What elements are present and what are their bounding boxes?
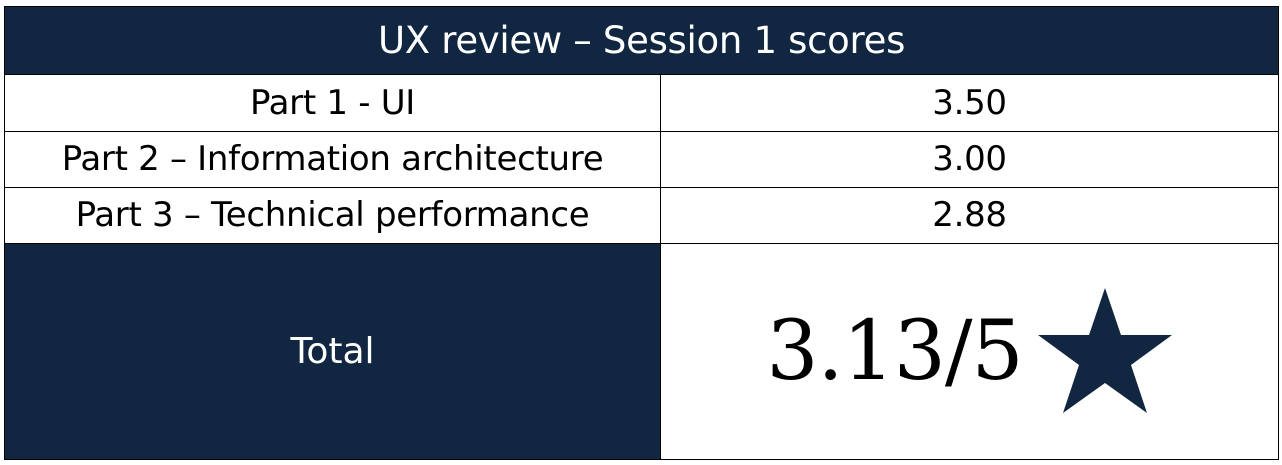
part-label: Part 2 – Information architecture bbox=[4, 130, 661, 188]
total-score-cell: 3.13/5 bbox=[659, 243, 1280, 460]
total-row: Total 3.13/5 bbox=[4, 243, 1280, 460]
total-score-group: 3.13/5 bbox=[766, 287, 1173, 416]
table-title-row: UX review – Session 1 scores bbox=[3, 5, 1280, 76]
total-label: Total bbox=[4, 243, 661, 460]
scores-table: UX review – Session 1 scores Part 1 - UI… bbox=[3, 5, 1280, 460]
table-title: UX review – Session 1 scores bbox=[3, 5, 1280, 76]
table-row: Part 1 - UI 3.50 bbox=[4, 74, 1280, 132]
table-row: Part 2 – Information architecture 3.00 bbox=[4, 130, 1280, 188]
part-label: Part 3 – Technical performance bbox=[4, 186, 661, 245]
part-label: Part 1 - UI bbox=[4, 74, 661, 132]
table-row: Part 3 – Technical performance 2.88 bbox=[4, 186, 1280, 245]
part-score: 3.00 bbox=[659, 130, 1280, 188]
total-score: 3.13/5 bbox=[766, 304, 1023, 399]
part-score: 3.50 bbox=[659, 74, 1280, 132]
star-icon bbox=[1037, 287, 1173, 416]
part-score: 2.88 bbox=[659, 186, 1280, 245]
